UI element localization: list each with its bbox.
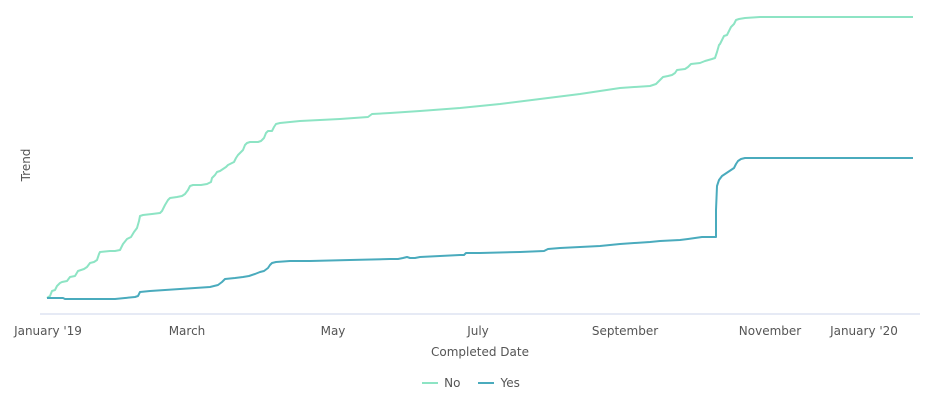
legend-swatch-yes (478, 382, 495, 384)
legend-label: No (444, 376, 461, 390)
series-yes-line[interactable] (47, 157, 913, 300)
y-axis-title: Trend (19, 149, 33, 183)
x-axis-ticks: January '19 March May July September Nov… (13, 324, 898, 338)
x-tick-label: September (592, 324, 658, 338)
legend-item-no[interactable]: No (422, 376, 460, 390)
x-tick-label: January '19 (13, 324, 82, 338)
x-tick-label: March (169, 324, 206, 338)
legend-label: Yes (500, 376, 520, 390)
legend-swatch-no (422, 382, 439, 384)
chart-legend: No Yes (0, 376, 942, 390)
x-tick-label: January '20 (829, 324, 898, 338)
legend-item-yes[interactable]: Yes (478, 376, 520, 390)
x-tick-label: July (466, 324, 489, 338)
series-no-line[interactable] (46, 16, 913, 299)
x-axis-title: Completed Date (431, 345, 529, 359)
x-tick-label: November (739, 324, 801, 338)
x-tick-label: May (321, 324, 346, 338)
